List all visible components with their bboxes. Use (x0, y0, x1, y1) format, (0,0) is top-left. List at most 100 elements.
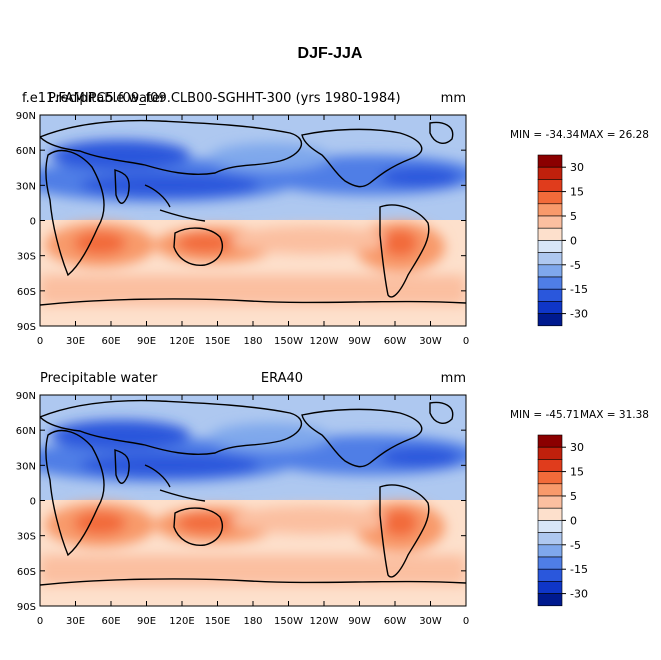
panel-label-overlay: Precipitable water (48, 91, 166, 106)
colorbar-label: -5 (570, 259, 581, 272)
lat-tick-label: 90S (17, 322, 36, 333)
colorbar-swatch (537, 544, 563, 558)
lon-tick-label: 90E (137, 616, 156, 627)
lon-tick-label: 90E (137, 336, 156, 347)
lon-tick-label: 60W (384, 616, 407, 627)
colorbar-label: 0 (570, 234, 577, 247)
lon-tick-label: 150W (274, 616, 303, 627)
colorbar-label: 5 (570, 490, 577, 503)
figure-title: DJF-JJA (298, 45, 363, 62)
colorbar-swatch (537, 483, 563, 497)
lon-tick-label: 30W (419, 616, 442, 627)
lon-tick-label: 180 (243, 336, 262, 347)
colorbar-swatch (537, 288, 563, 302)
lat-tick-label: 60S (17, 567, 36, 578)
colorbar-swatch (537, 252, 563, 266)
min-label: MIN = -45.71 (510, 409, 579, 421)
colorbar-swatch (537, 581, 563, 594)
panel-label-left: Precipitable water (40, 371, 158, 386)
lon-tick-label: 30W (419, 336, 442, 347)
lat-tick-label: 60N (16, 426, 36, 437)
lon-tick-label: 30E (66, 616, 85, 627)
lat-tick-label: 60N (16, 146, 36, 157)
lat-tick-label: 60S (17, 287, 36, 298)
lon-tick-label: 150E (205, 336, 230, 347)
colorbar-label: 15 (570, 466, 584, 479)
colorbar-swatch (537, 507, 563, 521)
lon-tick-label: 120E (169, 616, 194, 627)
colorbar-swatch (537, 459, 563, 472)
max-label: MAX = 26.28 (580, 129, 649, 141)
colorbar-swatch (537, 301, 563, 314)
colorbar-label: 30 (570, 441, 584, 454)
panel-label-center: ERA40 (261, 371, 303, 386)
lat-tick-label: 30S (17, 252, 36, 263)
panel-label-left: f.e11.FAMIPC5.f09_f09.CLB00-SGHHT-300 (y… (22, 91, 401, 106)
lat-tick-label: 0 (30, 217, 36, 228)
colorbar-swatch (537, 568, 563, 582)
colorbar-label: 15 (570, 186, 584, 199)
lon-tick-label: 30E (66, 336, 85, 347)
colorbar-swatch (537, 191, 563, 205)
colorbar-swatch (537, 240, 563, 253)
colorbar-swatch (537, 154, 563, 168)
lat-tick-label: 0 (30, 497, 36, 508)
panel-obs: Precipitable water ERA40 mm MIN = -45.71… (39, 371, 649, 607)
map-model (40, 115, 466, 326)
lat-tick-label: 30S (17, 532, 36, 543)
colorbar-swatch (537, 215, 563, 229)
min-label: MIN = -34.34 (510, 129, 580, 141)
lon-tick-label: 120W (310, 336, 339, 347)
colorbar-swatch (537, 179, 563, 192)
unit-label: mm (441, 91, 466, 106)
panel-model: f.e11.FAMIPC5.f09_f09.CLB00-SGHHT-300 (y… (22, 91, 649, 327)
colorbar-swatch (537, 166, 563, 180)
colorbar-label: -15 (570, 283, 588, 296)
lon-tick-label: 0 (463, 336, 469, 347)
colorbar: 30 15 5 0 -5 -15 -30 (537, 434, 588, 607)
lat-tick-label: 90S (17, 602, 36, 613)
colorbar: 30 15 5 0 -5 -15 -30 (537, 154, 588, 327)
colorbar-label: -30 (570, 308, 588, 321)
lat-tick-label: 30N (16, 181, 36, 192)
lon-tick-label: 120E (169, 336, 194, 347)
colorbar-swatch (537, 532, 563, 546)
lon-tick-label: 150E (205, 616, 230, 627)
lon-tick-label: 150W (274, 336, 303, 347)
colorbar-label: 5 (570, 210, 577, 223)
colorbar-label: 0 (570, 514, 577, 527)
lat-tick-label: 30N (16, 461, 36, 472)
colorbar-label: 30 (570, 161, 584, 174)
lon-tick-label: 0 (37, 336, 43, 347)
lon-tick-label: 60E (101, 336, 120, 347)
lon-tick-label: 60W (384, 336, 407, 347)
colorbar-swatch (537, 434, 563, 448)
colorbar-swatch (537, 264, 563, 278)
colorbar-swatch (537, 446, 563, 460)
colorbar-swatch (537, 203, 563, 217)
lon-tick-label: 180 (243, 616, 262, 627)
colorbar-swatch (537, 556, 563, 570)
unit-label: mm (441, 371, 466, 386)
colorbar-swatch (537, 313, 563, 327)
colorbar-label: -30 (570, 588, 588, 601)
colorbar-swatch (537, 495, 563, 509)
colorbar-swatch (537, 227, 563, 241)
colorbar-label: -15 (570, 563, 588, 576)
lon-tick-label: 90W (348, 616, 371, 627)
colorbar-swatch (537, 471, 563, 485)
lon-tick-label: 0 (463, 616, 469, 627)
colorbar-swatch (537, 276, 563, 290)
colorbar-swatch (537, 593, 563, 607)
colorbar-label: -5 (570, 539, 581, 552)
max-label: MAX = 31.38 (580, 409, 649, 421)
lat-tick-label: 90N (16, 391, 36, 402)
lon-tick-label: 60E (101, 616, 120, 627)
lon-tick-label: 120W (310, 616, 339, 627)
colorbar-swatch (537, 520, 563, 533)
lon-tick-label: 0 (37, 616, 43, 627)
lon-tick-label: 90W (348, 336, 371, 347)
lat-tick-label: 90N (16, 111, 36, 122)
